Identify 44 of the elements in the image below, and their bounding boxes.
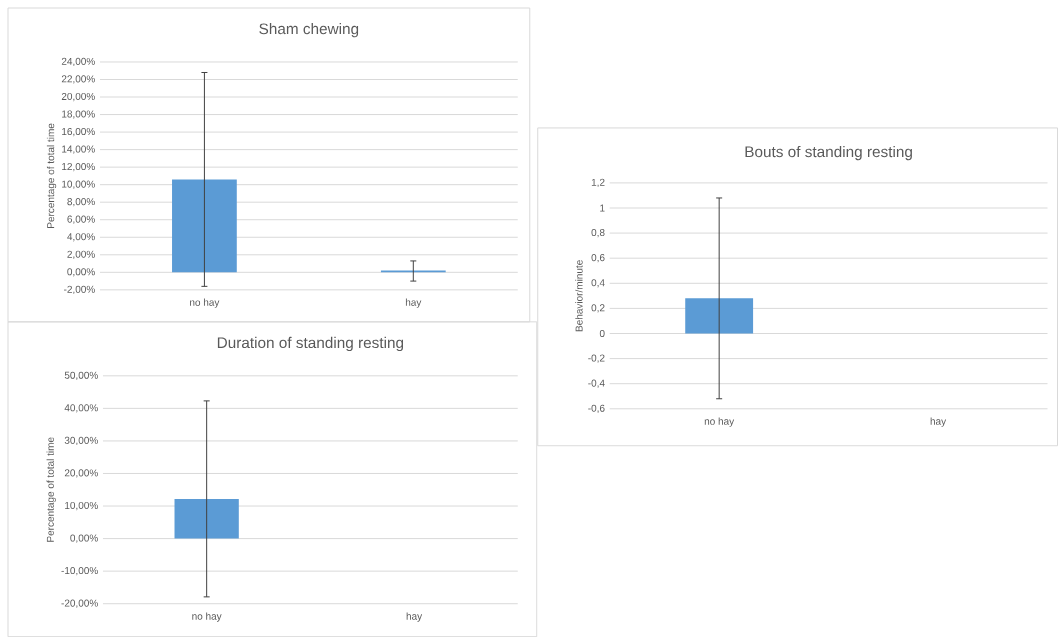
y-tick-label: 0 (599, 329, 605, 337)
y-tick-label: 12,00% (62, 162, 95, 172)
y-tick-label: 14,00% (62, 145, 95, 154)
y-tick-label: -2,00% (64, 285, 95, 294)
chart-title: Sham chewing (259, 22, 359, 38)
y-tick-label: 2,00% (67, 250, 95, 259)
y-tick-label: -10,00% (61, 566, 98, 576)
y-tick-label: -20,00% (61, 599, 98, 608)
y-axis-title: Behavior/minute (575, 260, 583, 332)
chart-title: Duration of standing resting (217, 336, 404, 352)
y-tick-label: 16,00% (62, 127, 95, 137)
y-tick-label: 20,00% (61, 92, 95, 102)
y-tick-label: 40,00% (64, 404, 98, 413)
y-tick-label: 24,00% (61, 57, 95, 66)
y-tick-label: 10,00% (62, 180, 95, 189)
y-tick-label: 6,00% (67, 215, 95, 224)
y-tick-label: 8,00% (67, 197, 95, 207)
y-tick-label: 30,00% (64, 436, 98, 445)
x-tick-label: hay (406, 612, 423, 622)
y-tick-label: 50,00% (64, 371, 98, 380)
y-tick-label: 0,6 (591, 253, 605, 263)
y-tick-label: 1 (600, 204, 605, 212)
x-tick-label: no hay (190, 298, 220, 308)
y-tick-label: 0,4 (591, 279, 605, 288)
chart-title: Bouts of standing resting (745, 145, 912, 161)
x-tick-label: no hay (192, 612, 222, 622)
y-tick-label: 0,00% (70, 534, 98, 543)
y-tick-label: 0,2 (591, 304, 605, 313)
x-tick-label: hay (930, 417, 947, 427)
x-tick-label: no hay (704, 417, 735, 427)
y-axis-title: Percentage of total time (46, 123, 57, 228)
y-tick-label: 18,00% (62, 110, 95, 119)
y-tick-label: 0,00% (67, 268, 95, 277)
y-tick-label: 1,2 (591, 178, 605, 187)
y-axis-title: Percentage of total time (46, 437, 56, 542)
y-tick-label: -0,2 (588, 354, 605, 363)
x-tick-label: hay (405, 298, 422, 308)
y-tick-label: 0,8 (591, 228, 605, 238)
y-tick-label: 4,00% (67, 233, 95, 242)
y-tick-label: 20,00% (64, 469, 98, 478)
y-tick-label: -0,6 (588, 404, 605, 413)
y-tick-label: 22,00% (61, 75, 95, 84)
y-tick-label: -0,4 (588, 379, 605, 388)
y-tick-label: 10,00% (65, 501, 98, 511)
